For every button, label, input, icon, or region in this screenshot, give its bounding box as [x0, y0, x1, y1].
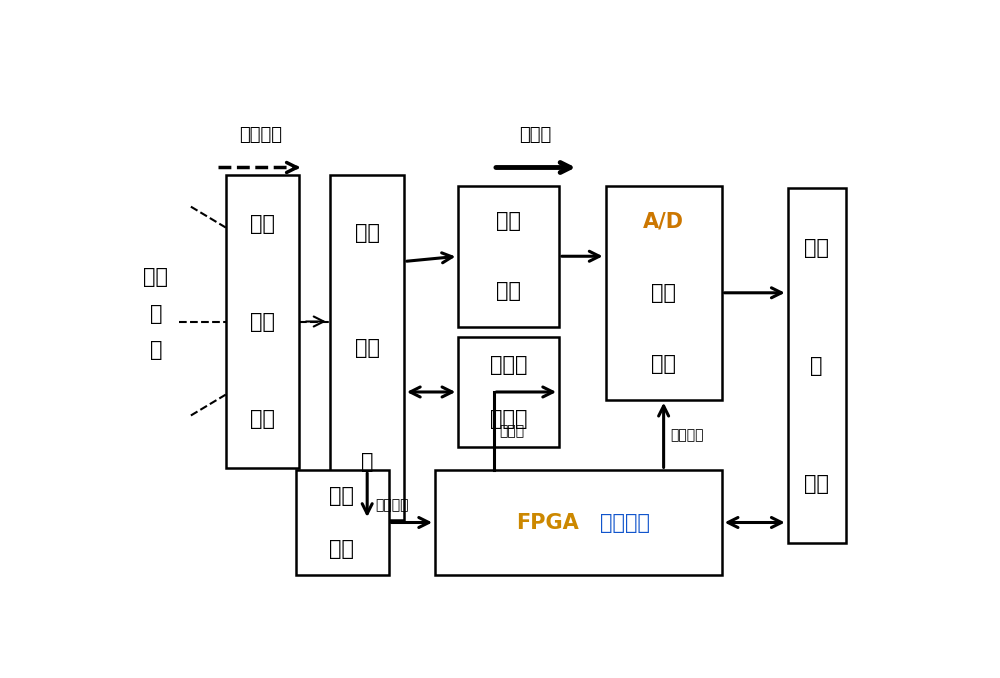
Text: 红外: 红外	[250, 214, 275, 234]
Text: 面: 面	[361, 452, 373, 473]
Text: 单元电路: 单元电路	[600, 513, 650, 532]
Text: 红外: 红外	[355, 223, 380, 243]
Text: 转换: 转换	[651, 283, 676, 303]
Text: 镜头: 镜头	[250, 409, 275, 429]
Text: 存储: 存储	[804, 237, 829, 258]
Text: 焦平: 焦平	[355, 338, 380, 357]
Text: 标: 标	[150, 340, 162, 360]
Text: 电路: 电路	[496, 281, 521, 302]
FancyBboxPatch shape	[435, 471, 722, 575]
FancyBboxPatch shape	[458, 337, 559, 447]
Text: 采样时序: 采样时序	[670, 428, 703, 442]
FancyBboxPatch shape	[226, 176, 299, 468]
Text: 精密温: 精密温	[490, 355, 527, 374]
Text: A/D: A/D	[643, 212, 684, 231]
Text: FPGA: FPGA	[516, 513, 579, 532]
FancyBboxPatch shape	[606, 186, 722, 400]
FancyBboxPatch shape	[330, 176, 404, 520]
Text: 信号流: 信号流	[520, 126, 552, 144]
FancyBboxPatch shape	[296, 471, 388, 575]
Text: 放大: 放大	[496, 211, 521, 231]
Text: 控电路: 控电路	[490, 410, 527, 429]
Text: 电路: 电路	[330, 538, 354, 559]
Text: 晶振: 晶振	[330, 486, 354, 506]
Text: 初始化: 初始化	[500, 424, 525, 438]
Text: 驱动时序: 驱动时序	[375, 498, 408, 513]
Text: 电路: 电路	[651, 354, 676, 374]
Text: 红外辐射: 红外辐射	[239, 126, 282, 144]
Text: 器: 器	[810, 356, 823, 376]
FancyBboxPatch shape	[458, 186, 559, 327]
Text: 光学: 光学	[250, 311, 275, 332]
FancyBboxPatch shape	[788, 188, 846, 543]
Text: 目: 目	[150, 304, 162, 323]
Text: 接口: 接口	[804, 474, 829, 494]
Text: 红外: 红外	[144, 267, 168, 287]
